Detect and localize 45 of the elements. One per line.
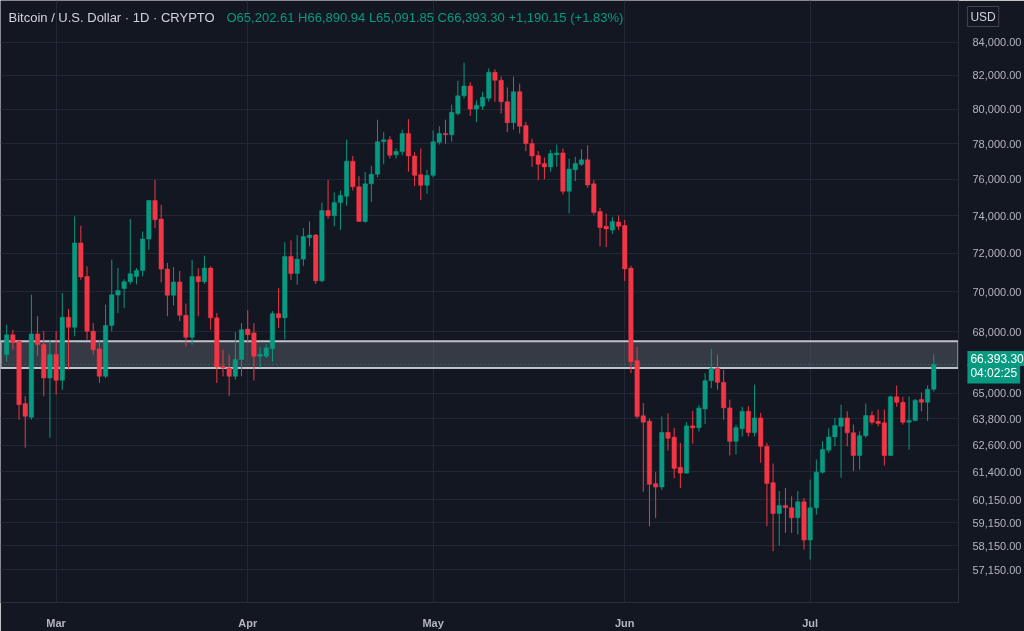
ref-line-label: 66,393.30 [970,351,1024,366]
x-tick-label: Apr [238,616,258,629]
candlestick [47,339,53,439]
y-tick-label: 61,400.00 [972,465,1022,478]
y-tick-label: 63,800.00 [972,412,1022,425]
y-tick-label: 82,000.00 [972,69,1022,82]
candlestick [776,490,782,547]
text: O65,202.61 H66,890.94 L65,091.85 C66,393.30 +1,190.15 (+1.83%) [226,9,624,25]
candlestick [288,239,294,281]
y-tick-label: 70,000.00 [972,285,1022,298]
candlestick [918,391,924,412]
candlestick [276,287,282,329]
y-tick-label: 74,000.00 [972,209,1022,222]
x-tick-label: May [422,616,445,629]
candlestick [195,267,201,317]
candlestick [325,179,331,220]
text: Bitcoin / U.S. Dollar · 1D · CRYPTO [8,9,215,25]
candlestick [795,490,801,536]
candlestick [752,384,758,437]
y-tick-label: 65,000.00 [972,387,1022,400]
y-tick-label: 78,000.00 [972,137,1022,150]
x-tick-label: Jul [802,616,819,629]
y-tick-label: 76,000.00 [972,173,1022,186]
y-tick-label: 84,000.00 [972,36,1022,49]
candlestick [387,135,393,160]
y-tick-label: 59,150.00 [972,516,1022,529]
candlestick [443,119,448,145]
y-tick-label: 72,000.00 [972,247,1022,260]
candlestick [4,324,10,363]
x-tick-label: Jun [614,616,635,629]
y-tick-label: 58,150.00 [972,540,1022,552]
y-tick-label: 68,000.00 [972,325,1022,338]
y-tick-label: 57,150.00 [972,563,1022,576]
y-tick-label: 60,150.00 [972,493,1022,506]
candlestick [201,255,207,285]
candlestick [171,266,177,307]
candlestick [467,81,473,117]
text: 04:02:25 [970,366,1018,381]
candlestick [66,308,71,371]
text: USD [970,9,997,24]
y-tick-label: 62,600.00 [972,439,1022,451]
x-tick-label: Mar [46,616,67,629]
candlestick [745,405,751,437]
y-tick-label: 80,000.00 [972,103,1022,116]
candlestick [690,410,696,445]
